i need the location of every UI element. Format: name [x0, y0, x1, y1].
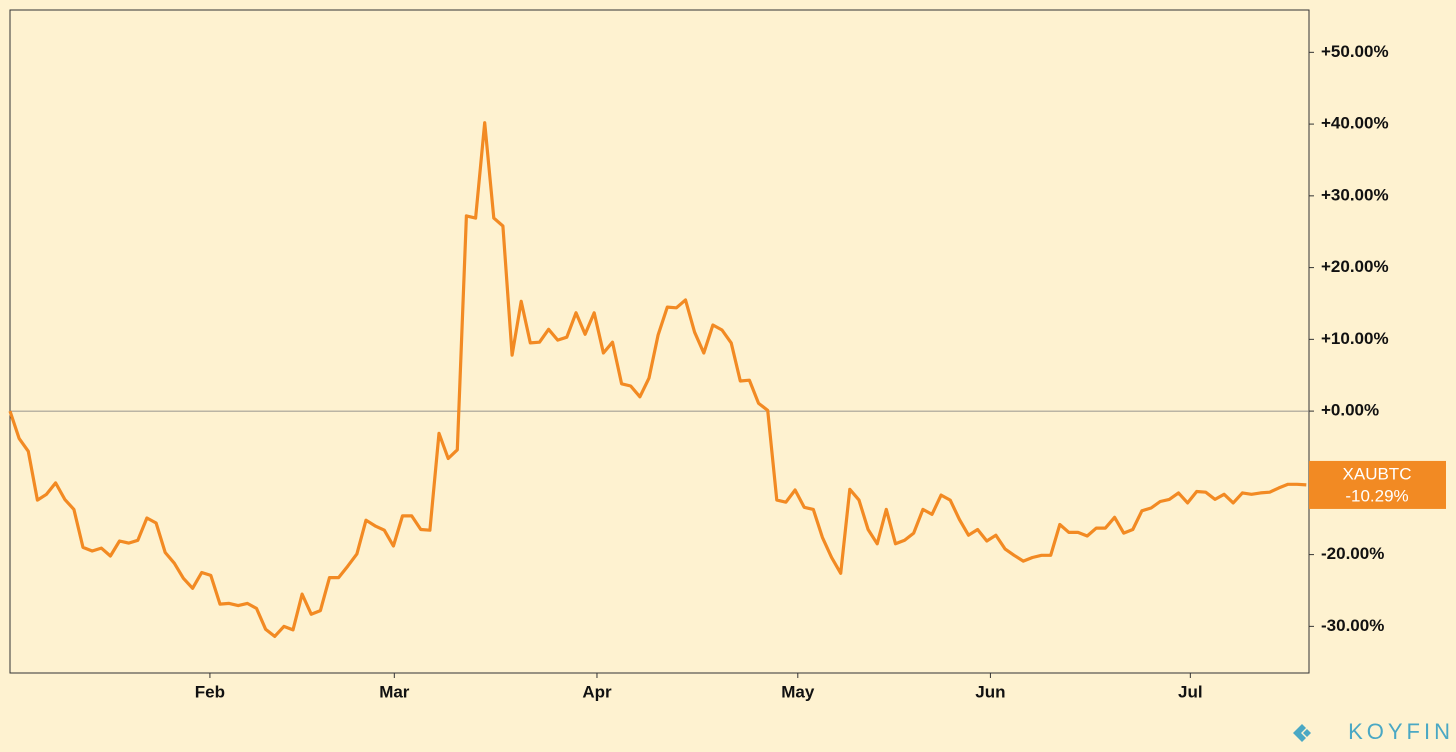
data-line — [8, 121, 1307, 638]
y-tick-label: +50.00% — [1321, 42, 1389, 61]
y-tick-label: +20.00% — [1321, 257, 1389, 276]
y-tick-label: -30.00% — [1321, 616, 1384, 635]
badge-box — [1309, 460, 1446, 509]
x-tick-label: May — [781, 682, 815, 701]
y-tick-label: +30.00% — [1321, 185, 1389, 204]
y-tick-label: +0.00% — [1321, 401, 1379, 420]
brand-logo: KOYFIN — [1348, 719, 1454, 744]
x-tick-label: Apr — [582, 682, 612, 701]
y-tick-label: +40.00% — [1321, 114, 1389, 133]
last-value-badge: XAUBTC -10.29% — [1309, 460, 1446, 509]
x-tick-label: Feb — [195, 682, 225, 701]
x-tick-label: Jun — [975, 682, 1005, 701]
badge-value: -10.29% — [1345, 486, 1408, 505]
y-tick-label: -20.00% — [1321, 544, 1384, 563]
badge-series-name: XAUBTC — [1343, 464, 1412, 483]
plot-frame — [9, 9, 1310, 674]
y-tick-label: +10.00% — [1321, 329, 1389, 348]
x-tick-label: Jul — [1178, 682, 1203, 701]
brand-icon — [1293, 724, 1311, 742]
x-tick-label: Mar — [379, 682, 410, 701]
